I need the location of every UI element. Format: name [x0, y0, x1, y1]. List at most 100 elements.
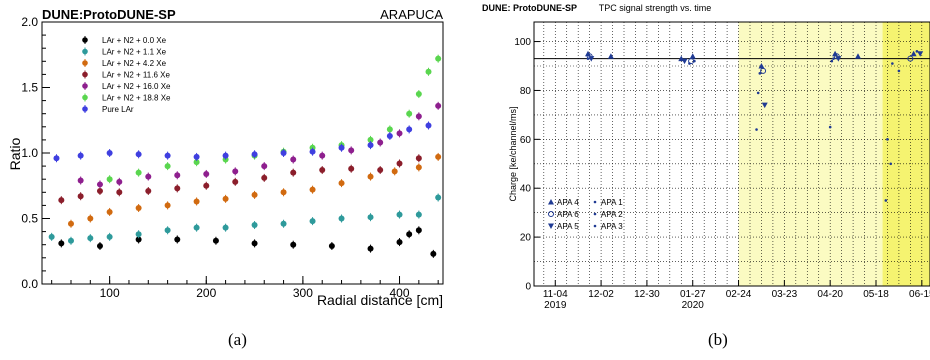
- chart-a-data-point: [116, 178, 123, 185]
- chart-b-highlight-region: [882, 22, 930, 286]
- chart-a-data-point: [96, 181, 103, 188]
- chart-b-data-point: [758, 72, 762, 75]
- chart-a-data-point: [309, 148, 316, 155]
- chart-a-data-point: [319, 152, 326, 159]
- chart-a-title: DUNE:ProtoDUNE-SP: [42, 7, 176, 22]
- chart-b-x-tick-label: 11-04: [543, 289, 568, 300]
- chart-a-legend-label: Pure LAr: [102, 105, 134, 114]
- chart-a-data-point: [377, 167, 384, 174]
- chart-a-data-point: [145, 173, 152, 180]
- chart-a-data-point: [58, 240, 65, 247]
- chart-a-data-point: [232, 168, 239, 175]
- chart-b-data-point: [585, 50, 591, 57]
- chart-b-data-point: [830, 59, 834, 63]
- chart-a-x-tick-label: 200: [196, 286, 216, 300]
- chart-b-frame: [533, 21, 930, 287]
- chart-a-data-point: [348, 147, 355, 154]
- chart-a-data-point: [251, 151, 258, 158]
- chart-a-data-point: [106, 176, 113, 183]
- chart-b-data-point: [761, 102, 768, 109]
- chart-a-data-point: [174, 172, 181, 179]
- chart-a-data-point: [435, 194, 442, 201]
- chart-a-data-point: [58, 197, 65, 204]
- chart-b-title: TPC signal strength vs. time: [599, 3, 712, 13]
- chart-a-data-point: [251, 222, 258, 229]
- chart-a-data-point: [261, 174, 268, 181]
- chart-a-data-point: [251, 191, 258, 198]
- chart-b-legend-label: APA 4: [557, 198, 579, 207]
- chart-a-data-point: [106, 208, 113, 215]
- chart-b-highlight-regions: [738, 22, 930, 286]
- chart-a-data-point: [53, 155, 60, 162]
- caption-b: (b): [708, 330, 728, 349]
- chart-a-x-tick-label: 400: [390, 286, 410, 300]
- chart-a-data-point: [67, 237, 74, 244]
- chart-b-data-point: [689, 53, 696, 59]
- chart-b-data-point: [607, 53, 614, 59]
- chart-a-legend-label: LAr + N2 + 1.1 Xe: [102, 48, 167, 57]
- chart-a-data-point: [116, 189, 123, 196]
- chart-a-data-point: [135, 205, 142, 212]
- chart-a-data-point: [328, 243, 335, 250]
- chart-b-year-label: 2019: [544, 300, 567, 311]
- chart-b-data-point: [915, 50, 919, 53]
- chart-a-data-point: [367, 136, 374, 143]
- chart-a-data-point: [425, 68, 432, 75]
- chart-a-data-point: [425, 122, 432, 129]
- chart-b-legend-label: APA 6: [557, 210, 579, 219]
- caption-a: (a): [228, 330, 247, 349]
- chart-a-data-point: [367, 214, 374, 221]
- chart-b-data-point: [681, 58, 688, 65]
- chart-a-y-tick-label: 0.0: [21, 277, 38, 291]
- chart-a-legend-marker: [82, 71, 88, 78]
- chart-b-data-point: [884, 199, 888, 202]
- chart-b-data-point: [693, 59, 696, 63]
- chart-b-legend-label: APA 3: [601, 222, 623, 231]
- chart-b-y-tick-label: 100: [514, 37, 531, 48]
- chart-a-data-point: [222, 195, 229, 202]
- chart-b-highlight-region: [738, 22, 883, 286]
- chart-a-data-point: [164, 163, 171, 170]
- chart-b-legend-marker: [548, 199, 554, 205]
- chart-b-legend-marker: [548, 211, 554, 217]
- chart-a-data-point: [415, 164, 422, 171]
- chart-a-data-point: [77, 152, 84, 159]
- chart-b-legend-label: APA 1: [601, 198, 623, 207]
- chart-b-data-point: [907, 55, 914, 62]
- chart-b-data-point: [832, 50, 839, 57]
- chart-b-label: DUNE: ProtoDUNE-SP: [482, 3, 577, 13]
- chart-a-data-point: [193, 198, 200, 205]
- chart-b-x-tick-label: 03-23: [772, 289, 798, 300]
- chart-a-legend-marker: [82, 94, 88, 101]
- chart-b-y-axis-label: Charge [ke/channel/ms]: [508, 106, 518, 201]
- chart-a-data-point: [396, 239, 403, 246]
- chart-a-legend-marker: [82, 48, 88, 55]
- chart-b-legend-label: APA 5: [557, 222, 579, 231]
- chart-a-y-tick-label: 2.0: [21, 15, 38, 29]
- chart-b-data-point: [588, 56, 595, 62]
- chart-a-data-point: [212, 237, 219, 244]
- chart-a-data-point: [77, 193, 84, 200]
- chart-b-data-point: [756, 91, 760, 95]
- chart-a-data-point: [164, 202, 171, 209]
- chart-a-data-point: [135, 236, 142, 243]
- chart-b-year-label: 2020: [682, 300, 705, 311]
- chart-b-legend-marker: [548, 223, 554, 229]
- chart-a-data-point: [280, 150, 287, 156]
- chart-a-data-point: [406, 126, 413, 133]
- chart-a-data-point: [348, 165, 355, 172]
- chart-a-data-point: [280, 189, 287, 196]
- chart-b-axes: 11-04 12-02 12-30 01-27 02-24 03-23 04-20 05-18…: [514, 37, 930, 311]
- chart-a-data-point: [261, 163, 268, 170]
- chart-b-data-point: [897, 69, 901, 73]
- chart-a-legend-label: LAr + N2 + 0.0 Xe: [102, 36, 167, 45]
- chart-b-legend-marker: [593, 224, 597, 228]
- chart-a-data-point: [406, 231, 413, 238]
- chart-a-data-point: [309, 186, 316, 193]
- chart-a-data-point: [164, 227, 171, 234]
- chart-a-data-point: [135, 151, 142, 158]
- chart-a-data-point: [48, 233, 55, 240]
- chart-a-data-point: [338, 144, 345, 151]
- chart-a-y-tick-label: 1.0: [21, 146, 38, 160]
